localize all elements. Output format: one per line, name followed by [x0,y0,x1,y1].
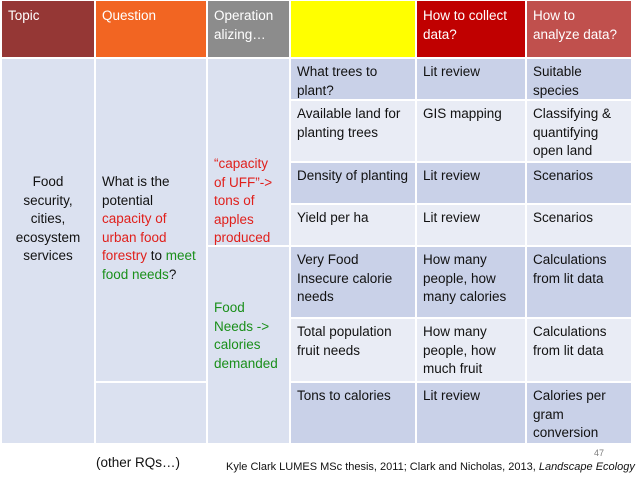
header-operationalizing: Operation alizing… [208,1,289,57]
analyze-cell: Calories per gram conversion [527,383,631,443]
variable-cell: Density of planting [291,163,415,203]
research-table: Topic Question Operation alizing… Variab… [2,1,631,443]
variable-cell: Tons to calories [291,383,415,443]
page-number: 47 [594,448,605,458]
question-text-capacity: capacity of urban food forestry [102,211,167,263]
question-text-2: to [147,248,166,263]
variable-cell: Very Food Insecure calorie needs [291,247,415,317]
question-filler [96,383,206,443]
collect-cell: Lit review [417,383,525,443]
question-text-needs: meet food needs [102,248,196,282]
variable-cell: What trees to plant? [291,59,415,99]
header-how-analyze: How to analyze data? [527,1,631,57]
question-text-1: What is the potential [102,174,170,208]
analyze-cell: Suitable species [527,59,631,99]
question-text-3: ? [168,266,177,282]
citation-text: Kyle Clark LUMES MSc thesis, 2011; Clark… [226,461,539,473]
topic-cell: Food security, cities, ecosystem service… [2,59,94,443]
citation: Kyle Clark LUMES MSc thesis, 2011; Clark… [226,461,635,473]
collect-cell: How many people, how much fruit [417,319,525,381]
variable-cell: Yield per ha [291,205,415,245]
operationalizing-capacity: “capacity of UFF”-> tons of apples produ… [208,59,289,245]
collect-cell: Lit review [417,205,525,245]
operationalizing-needs: Food Needs -> calories demanded [208,247,289,443]
analyze-cell: Calculations from lit data [527,247,631,317]
variable-cell: Total population fruit needs [291,319,415,381]
collect-cell: How many people, how many calories [417,247,525,317]
header-how-collect: How to collect data? [417,1,525,57]
collect-cell: GIS mapping [417,101,525,161]
variable-cell: Available land for planting trees [291,101,415,161]
analyze-cell: Calculations from lit data [527,319,631,381]
collect-cell: Lit review [417,59,525,99]
analyze-cell: Scenarios [527,163,631,203]
collect-cell: Lit review [417,163,525,203]
citation-journal: Landscape Ecology [538,461,635,473]
header-topic: Topic [2,1,94,57]
analyze-cell: Classifying & quantifying open land [527,101,631,161]
other-rqs: (other RQs…) [96,455,181,470]
question-cell: What is the potential capacity of urban … [96,59,206,381]
analyze-cell: Scenarios [527,205,631,245]
header-variables: Variables [291,1,415,57]
header-question: Question [96,1,206,57]
